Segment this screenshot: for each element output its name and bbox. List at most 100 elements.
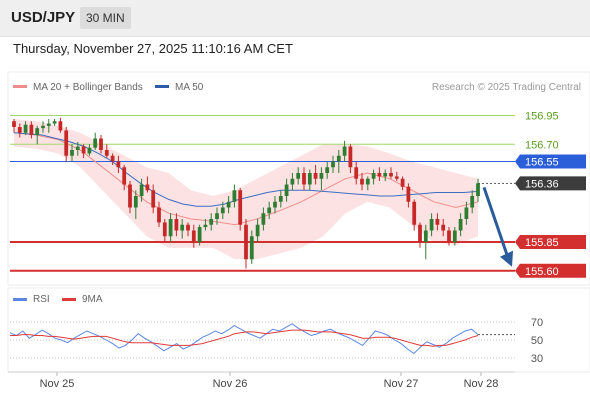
candle (41, 121, 45, 133)
candle-body (476, 183, 480, 196)
candle (168, 213, 173, 242)
candle (342, 140, 347, 162)
candle-body (302, 173, 306, 185)
ma20-legend-swatch (13, 85, 27, 88)
candle (400, 176, 405, 191)
bollinger-band-area (14, 119, 478, 260)
candle-body (64, 130, 69, 156)
candle (116, 155, 121, 173)
candle (255, 219, 260, 242)
bollinger-band (14, 119, 478, 260)
x-tick-label: Nov 28 (464, 378, 499, 390)
chart-header: USD/JPY 30 MIN (0, 0, 590, 37)
candle (261, 207, 266, 231)
candle-body (116, 161, 121, 168)
candle-body (452, 230, 457, 242)
candle-body (99, 138, 103, 150)
candle-body (441, 224, 446, 231)
candle (133, 190, 138, 219)
candle (273, 196, 277, 214)
candle-body (325, 167, 330, 173)
candle (139, 178, 144, 202)
x-tick-label: Nov 26 (213, 378, 248, 390)
candle (371, 169, 376, 185)
candle-body (394, 176, 399, 179)
candle (81, 144, 86, 159)
candle (35, 125, 40, 145)
candle-body (365, 178, 370, 185)
candle (232, 184, 237, 208)
candle (29, 121, 34, 139)
ma20-legend-label: MA 20 + Bollinger Bands (33, 82, 143, 93)
candle (435, 213, 440, 231)
forecast-arrow-head (500, 250, 513, 267)
level-tag-156-36 (515, 176, 586, 191)
candle (215, 207, 219, 225)
level-tag-155-60 (515, 263, 586, 278)
candle (249, 230, 254, 264)
timeframe-badge[interactable]: 30 MIN (80, 7, 131, 29)
candle-body (12, 121, 16, 127)
candle (128, 181, 132, 214)
x-tick-label: Nov 25 (40, 378, 75, 390)
candle (302, 167, 306, 191)
candle-body (307, 173, 312, 185)
candle-body (290, 178, 295, 185)
candle-body (244, 224, 248, 260)
candle (452, 227, 457, 246)
candle (17, 123, 22, 138)
candle (354, 161, 359, 185)
candle (174, 213, 179, 237)
candle (70, 144, 74, 162)
rsi-tick-50: 50 (531, 335, 543, 347)
candle (383, 169, 388, 182)
candle (151, 184, 156, 214)
level-tag-156-55 (515, 154, 586, 169)
candle-body (122, 167, 127, 185)
ma9-legend-label: 9MA (82, 294, 103, 305)
candle (319, 167, 324, 191)
candle-body (133, 196, 138, 208)
level-label-156-95: 156.95 (525, 111, 559, 123)
candle (331, 155, 335, 173)
candle (307, 169, 312, 191)
candle-body (110, 155, 115, 162)
candle-body (75, 146, 80, 150)
candle-body (284, 184, 289, 196)
candle (52, 118, 57, 126)
candle-body (180, 224, 185, 231)
rsi-tick-30: 30 (531, 353, 543, 365)
candle-body (423, 230, 428, 242)
candle (476, 178, 480, 202)
level-label-156-36: 156.36 (525, 178, 559, 190)
candle-body (360, 178, 364, 185)
candle-body (23, 124, 28, 133)
candle (197, 224, 202, 246)
level-label-155-60: 155.60 (525, 266, 559, 278)
candle-body (139, 184, 144, 196)
candle-body (238, 190, 243, 225)
level-label-155-85: 155.85 (525, 237, 559, 249)
time-axis-labels: Nov 25 Nov 26 Nov 27 Nov 28 (40, 372, 499, 390)
candle (412, 199, 417, 231)
candle-body (319, 173, 324, 179)
rsi-legend-label: RSI (33, 294, 50, 305)
candle (267, 201, 272, 219)
ma50-legend-label: MA 50 (175, 82, 204, 93)
candle-body (418, 224, 422, 242)
candle (12, 118, 16, 133)
candle (441, 219, 446, 237)
candle (360, 173, 364, 191)
candle (325, 161, 330, 179)
candle-body (435, 219, 440, 225)
x-tick-label: Nov 27 (384, 378, 419, 390)
candle (110, 153, 115, 165)
candle (145, 176, 150, 193)
candle-body (70, 150, 74, 156)
candle-body (313, 173, 318, 179)
candle-body (383, 173, 388, 177)
candle (470, 190, 475, 214)
candle-body (41, 125, 45, 129)
candle (46, 118, 51, 133)
